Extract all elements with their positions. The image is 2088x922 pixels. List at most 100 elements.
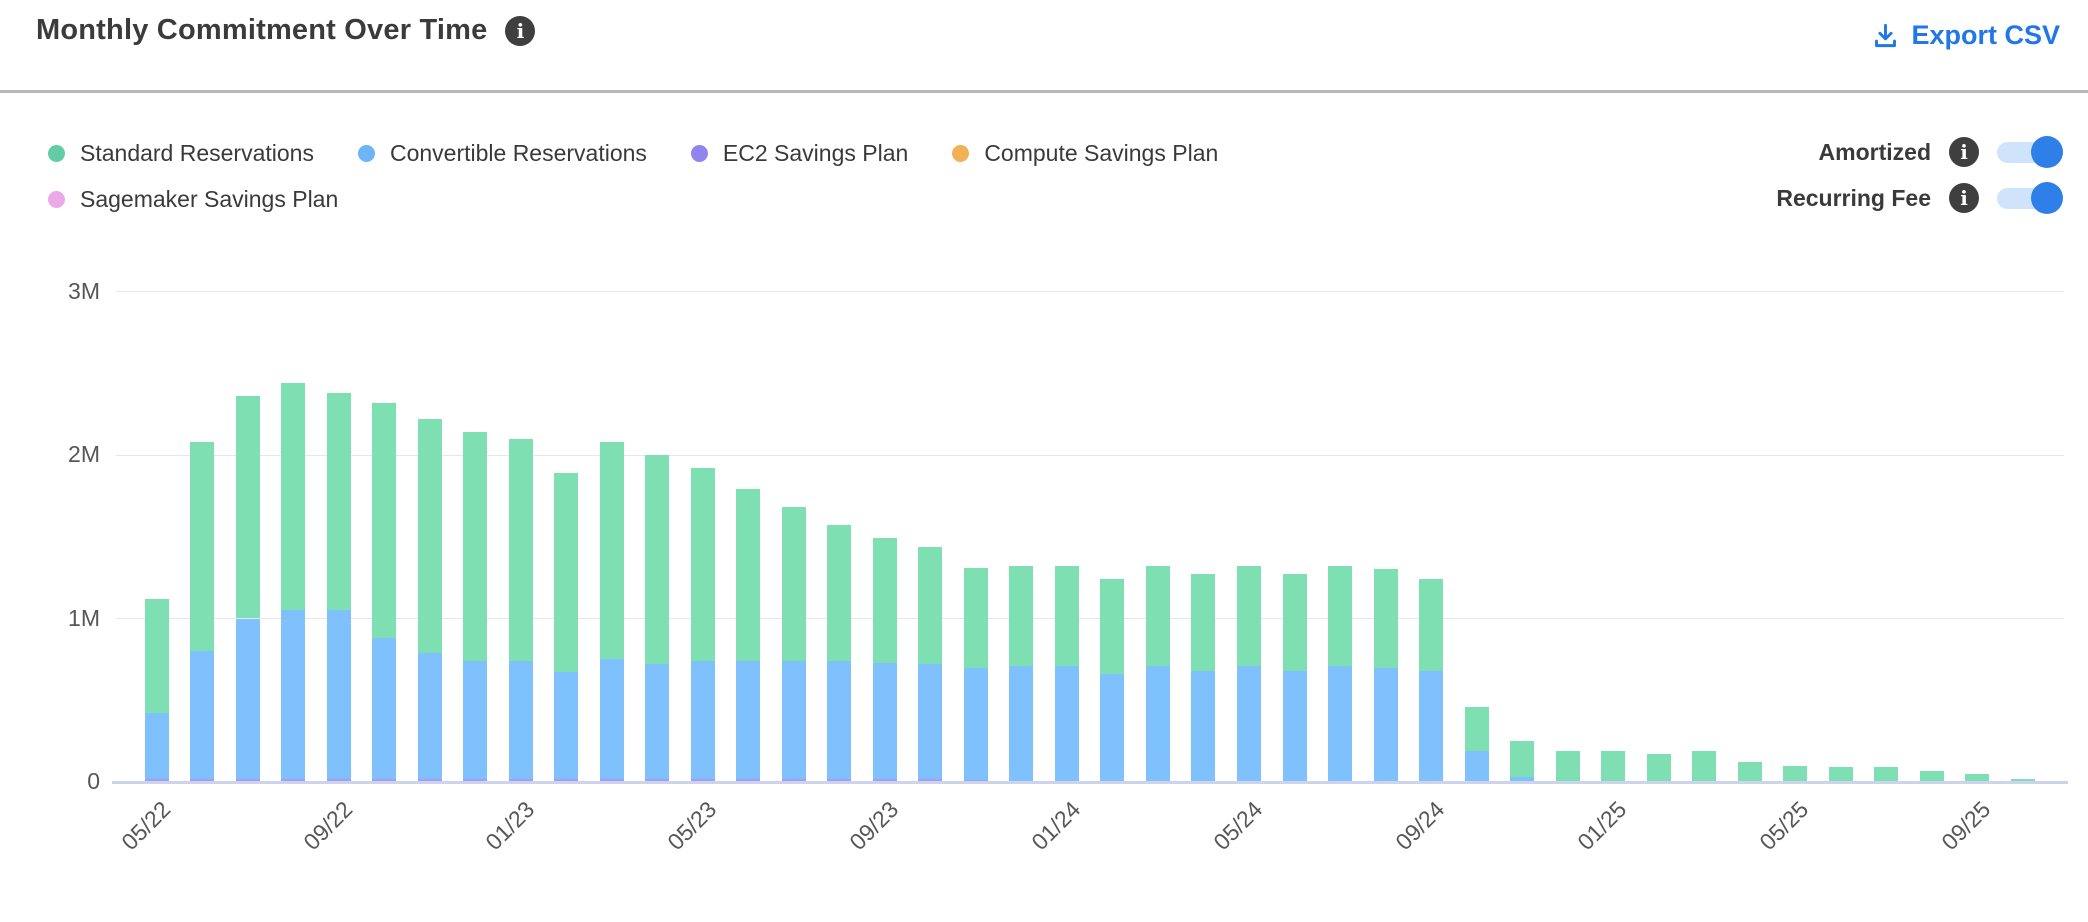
bar-segment[interactable]: [781, 778, 806, 782]
bar-segment[interactable]: [1419, 670, 1444, 782]
bar-segment[interactable]: [918, 778, 943, 782]
bar-segment[interactable]: [827, 661, 852, 779]
export-csv-button[interactable]: Export CSV: [1872, 20, 2060, 51]
bar-segment[interactable]: [1783, 765, 1808, 782]
bar-segment[interactable]: [417, 778, 442, 782]
bar-segment[interactable]: [690, 778, 715, 782]
legend-item-sagemaker-savings-plan[interactable]: Sagemaker Savings Plan: [48, 186, 338, 213]
bar-segment[interactable]: [781, 507, 806, 661]
bar-segment[interactable]: [1464, 706, 1489, 751]
bar-segment[interactable]: [1236, 665, 1261, 782]
bar-segment[interactable]: [554, 778, 579, 782]
bar-segment[interactable]: [1191, 670, 1216, 782]
bar-segment[interactable]: [1009, 665, 1034, 782]
bar-segment[interactable]: [872, 778, 897, 782]
bar-segment[interactable]: [1328, 665, 1353, 782]
bar-segment[interactable]: [235, 618, 260, 779]
legend-item-compute-savings-plan[interactable]: Compute Savings Plan: [952, 140, 1218, 167]
bar-segment[interactable]: [1009, 566, 1034, 666]
bar-segment[interactable]: [1419, 579, 1444, 671]
bar-segment[interactable]: [1282, 574, 1307, 671]
bar-segment[interactable]: [599, 778, 624, 782]
bar-segment[interactable]: [1965, 773, 1990, 782]
bar-segment[interactable]: [326, 778, 351, 782]
recurring-fee-info-icon[interactable]: i: [1949, 183, 1979, 213]
bar-segment[interactable]: [508, 778, 533, 782]
legend-item-ec2-savings-plan[interactable]: EC2 Savings Plan: [690, 140, 908, 167]
bar-segment[interactable]: [1874, 767, 1899, 782]
bar-segment[interactable]: [872, 538, 897, 663]
bar-segment[interactable]: [144, 778, 169, 782]
bar-segment[interactable]: [1054, 665, 1079, 782]
bar-segment[interactable]: [1737, 762, 1762, 782]
bar-segment[interactable]: [1828, 767, 1853, 782]
bar-segment[interactable]: [645, 455, 670, 665]
amortized-info-icon[interactable]: i: [1949, 137, 1979, 167]
legend-item-convertible-reservations[interactable]: Convertible Reservations: [357, 140, 647, 167]
bar-segment[interactable]: [1373, 667, 1398, 782]
bar-segment[interactable]: [645, 664, 670, 779]
bar-segment[interactable]: [918, 546, 943, 665]
bar-segment[interactable]: [1646, 754, 1671, 782]
bar-segment[interactable]: [1054, 566, 1079, 666]
bar-segment[interactable]: [508, 438, 533, 661]
bar-segment[interactable]: [690, 468, 715, 661]
bar-segment[interactable]: [326, 610, 351, 779]
bar-segment[interactable]: [144, 713, 169, 779]
bar-segment[interactable]: [190, 778, 215, 782]
bar-segment[interactable]: [281, 383, 306, 611]
bar-segment[interactable]: [463, 432, 488, 661]
bar-segment[interactable]: [281, 778, 306, 782]
bar-segment[interactable]: [918, 664, 943, 779]
bar-segment[interactable]: [736, 661, 761, 779]
bar-segment[interactable]: [372, 638, 397, 779]
bar-segment[interactable]: [144, 598, 169, 714]
bar-segment[interactable]: [690, 661, 715, 779]
bar-segment[interactable]: [1282, 670, 1307, 782]
bar-segment[interactable]: [1555, 750, 1580, 782]
bar-segment[interactable]: [1373, 569, 1398, 668]
bar-segment[interactable]: [190, 441, 215, 652]
bar-segment[interactable]: [1145, 566, 1170, 666]
legend-item-standard-reservations[interactable]: Standard Reservations: [48, 140, 314, 167]
bar-segment[interactable]: [235, 778, 260, 782]
bar-segment[interactable]: [1145, 665, 1170, 782]
bar-segment[interactable]: [372, 778, 397, 782]
recurring-fee-toggle-switch[interactable]: [1997, 181, 2063, 214]
bar-segment[interactable]: [1692, 750, 1717, 782]
bar-segment[interactable]: [599, 659, 624, 779]
bar-segment[interactable]: [372, 402, 397, 639]
bar-segment[interactable]: [1919, 770, 1944, 782]
bar-segment[interactable]: [736, 778, 761, 782]
bar-segment[interactable]: [1601, 750, 1626, 782]
bar-segment[interactable]: [963, 667, 988, 781]
bar-segment[interactable]: [1236, 566, 1261, 666]
bar-segment[interactable]: [1510, 741, 1535, 778]
bar-segment[interactable]: [463, 661, 488, 779]
bar-segment[interactable]: [554, 672, 579, 779]
bar-segment[interactable]: [1464, 750, 1489, 782]
bar-segment[interactable]: [645, 778, 670, 782]
bar-segment[interactable]: [554, 472, 579, 673]
bar-segment[interactable]: [417, 652, 442, 779]
bar-segment[interactable]: [1191, 574, 1216, 671]
bar-segment[interactable]: [2010, 778, 2035, 782]
bar-segment[interactable]: [190, 651, 215, 779]
bar-segment[interactable]: [1100, 674, 1125, 782]
bar-segment[interactable]: [463, 778, 488, 782]
bar-segment[interactable]: [235, 396, 260, 619]
bar-segment[interactable]: [1510, 777, 1535, 782]
bar-segment[interactable]: [326, 392, 351, 611]
bar-segment[interactable]: [1100, 579, 1125, 675]
title-info-icon[interactable]: i: [505, 15, 536, 46]
bar-segment[interactable]: [1328, 566, 1353, 666]
bar-segment[interactable]: [417, 419, 442, 653]
amortized-toggle-switch[interactable]: [1997, 135, 2063, 168]
bar-segment[interactable]: [827, 525, 852, 661]
bar-segment[interactable]: [781, 661, 806, 779]
bar-segment[interactable]: [508, 661, 533, 779]
bar-segment[interactable]: [599, 441, 624, 660]
bar-segment[interactable]: [827, 778, 852, 782]
bar-segment[interactable]: [281, 610, 306, 779]
bar-segment[interactable]: [736, 489, 761, 661]
